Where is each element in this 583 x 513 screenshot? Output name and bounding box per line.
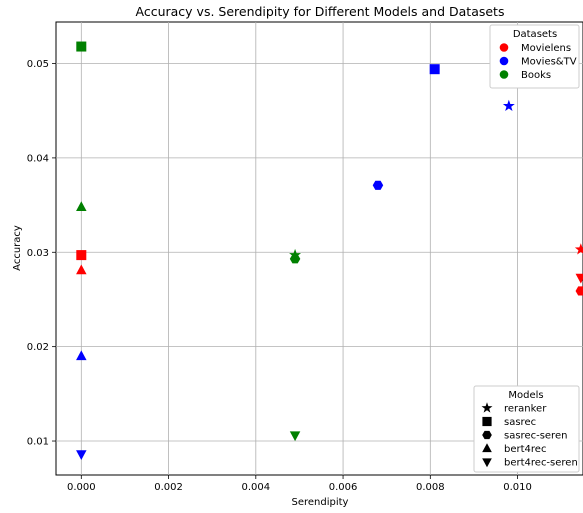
y-tick-label: 0.04 [27,153,49,164]
x-tick-label: 0.004 [241,482,270,493]
legend-marker-reranker [481,402,493,413]
point-movielens-reranker [574,243,583,255]
x-tick-label: 0.008 [416,482,445,493]
point-movielens-bert4rec [76,264,87,275]
datasets-legend: Datasets Movielens Movies&TV Books [489,24,580,89]
y-tick-label: 0.01 [27,437,49,448]
legend-dot-movielens [499,43,509,52]
y-tick-label: 0.05 [27,59,49,70]
datasets-legend-box [489,24,580,89]
point-books-sasrec [76,41,87,52]
legend-label-bert4rec-seren: bert4rec-seren [504,458,578,469]
legend-label-movielens: Movielens [521,43,571,54]
y-axis-ticks: 0.01 0.02 0.03 0.04 0.05 [27,59,56,448]
point-movies-tv-bert4rec [76,350,87,361]
point-books-bert4rec [76,201,87,211]
legend-marker-sasrec [482,416,492,427]
point-movies-tv-bert4rec-seren [76,450,87,460]
legend-label-sasrec-seren: sasrec-seren [504,431,567,442]
legend-label-sasrec: sasrec [504,417,536,428]
legend-label-bert4rec: bert4rec [504,444,546,455]
datasets-legend-title: Datasets [513,29,557,40]
legend-label-reranker: reranker [504,404,547,415]
x-tick-label: 0.000 [67,482,96,493]
plot-area [55,21,583,476]
grid-lines [56,22,583,475]
legend-marker-sasrec-seren [482,430,492,440]
point-movielens-sasrec-seren [575,286,583,296]
legend-label-books: Books [521,70,551,81]
x-axis-ticks: 0.000 0.002 0.004 0.006 0.008 0.010 [67,475,532,493]
y-axis-label: Accuracy [12,225,23,271]
x-tick-label: 0.010 [503,482,532,493]
y-tick-label: 0.02 [27,342,49,353]
y-tick-label: 0.03 [27,248,49,259]
legend-marker-bert4rec [482,443,492,453]
models-legend-markers [481,402,493,468]
point-movielens-sasrec [76,250,87,261]
point-movies-tv-sasrec-seren [372,180,384,190]
data-points [76,41,583,460]
models-legend-box [473,385,580,473]
legend-dot-movies-tv [499,56,509,66]
point-books-sasrec-seren [289,254,301,264]
chart-title: Accuracy vs. Serendipity for Different M… [136,4,505,19]
point-movies-tv-reranker [502,99,515,112]
point-movies-tv-sasrec [429,64,440,75]
legend-dot-books [499,70,509,79]
point-books-bert4rec-seren [289,431,301,442]
x-axis-label: Serendipity [292,497,349,508]
models-legend-title: Models [508,390,543,401]
point-movielens-bert4rec-seren [575,273,583,284]
x-tick-label: 0.006 [329,482,358,493]
x-tick-label: 0.002 [154,482,183,493]
legend-label-movies-tv: Movies&TV [521,57,577,68]
legend-marker-bert4rec-seren [482,458,492,468]
models-legend: Models reranker sasrec sasrec-seren bert… [473,385,580,473]
